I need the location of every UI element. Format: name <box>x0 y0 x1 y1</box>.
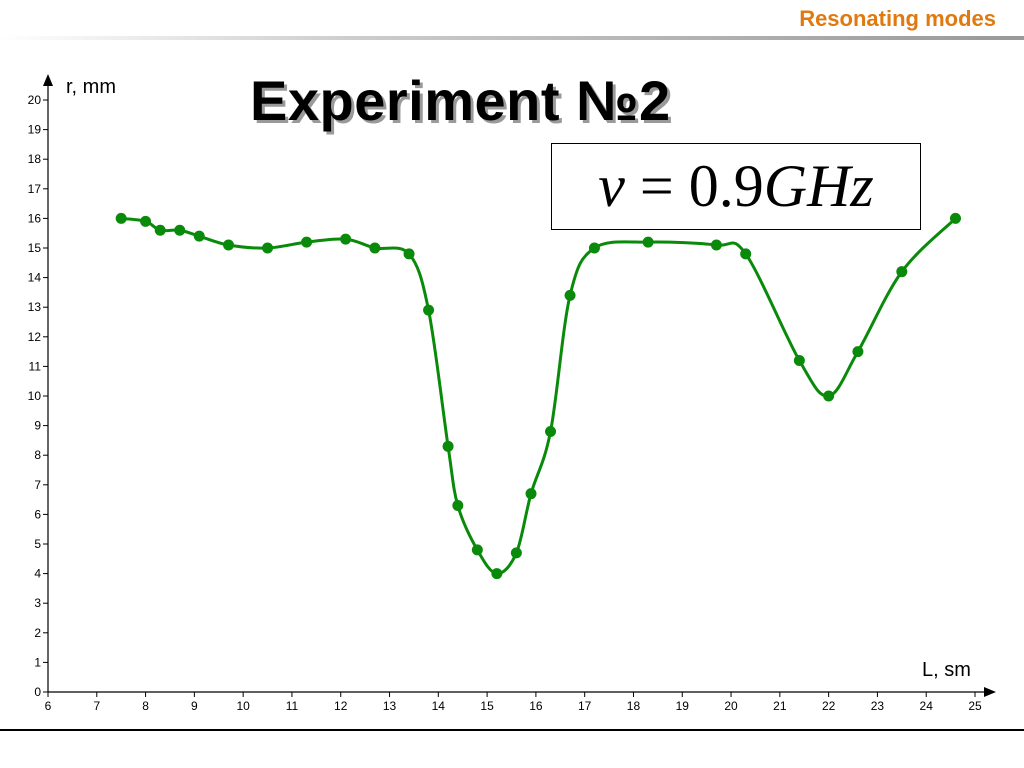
x-axis-arrow-icon <box>984 687 996 697</box>
data-point <box>115 212 127 224</box>
x-tick-label: 10 <box>236 699 250 713</box>
formula-value: 0.9 <box>688 153 764 219</box>
data-point <box>140 215 152 227</box>
y-tick-label: 15 <box>28 241 42 255</box>
data-point <box>442 440 454 452</box>
y-tick-label: 9 <box>34 419 41 433</box>
data-point <box>896 266 908 278</box>
header-divider <box>0 36 1024 40</box>
x-tick-label: 8 <box>142 699 149 713</box>
formula-symbol: ν <box>598 153 625 219</box>
data-point <box>154 224 166 236</box>
y-axis-arrow-icon <box>43 74 53 86</box>
data-point <box>403 248 415 260</box>
x-tick-label: 19 <box>676 699 690 713</box>
data-point <box>588 242 600 254</box>
x-tick-label: 23 <box>871 699 885 713</box>
y-tick-label: 3 <box>34 596 41 610</box>
header-title: Resonating modes <box>799 6 996 31</box>
y-tick-label: 7 <box>34 478 41 492</box>
data-point <box>491 568 503 580</box>
x-tick-label: 17 <box>578 699 592 713</box>
data-point <box>174 224 186 236</box>
y-tick-label: 14 <box>28 271 42 285</box>
data-point <box>949 212 961 224</box>
data-point <box>223 239 235 251</box>
y-tick-label: 20 <box>28 93 42 107</box>
y-axis-label: r, mm <box>66 76 116 98</box>
formula-text: ν = 0.9GHz <box>598 152 874 221</box>
y-tick-label: 11 <box>29 359 42 373</box>
y-tick-label: 12 <box>28 330 42 344</box>
x-tick-label: 20 <box>724 699 738 713</box>
axis-ticks: 6 7 8 9 10 11 12 13 14 15 16 17 18 19 20 21 22 23 24 250123… <box>28 93 982 713</box>
x-tick-label: 14 <box>432 699 446 713</box>
data-point <box>369 242 381 254</box>
footer-divider <box>0 729 1024 731</box>
slide-title: Experiment №2 <box>250 69 671 132</box>
y-tick-label: 5 <box>34 537 41 551</box>
formula-unit: GHz <box>763 153 874 219</box>
data-point <box>564 289 576 301</box>
x-tick-label: 18 <box>627 699 641 713</box>
x-tick-label: 21 <box>773 699 787 713</box>
x-tick-label: 11 <box>286 699 299 713</box>
data-point <box>423 304 435 316</box>
x-tick-label: 12 <box>334 699 348 713</box>
data-point <box>193 230 205 242</box>
y-tick-label: 2 <box>34 626 41 640</box>
y-tick-label: 10 <box>28 389 42 403</box>
y-tick-label: 16 <box>28 211 42 225</box>
x-tick-label: 22 <box>822 699 836 713</box>
axes <box>43 74 996 697</box>
x-tick-label: 15 <box>480 699 494 713</box>
y-tick-label: 18 <box>28 152 42 166</box>
y-tick-label: 4 <box>34 567 41 581</box>
y-tick-label: 1 <box>34 655 41 669</box>
x-tick-label: 9 <box>191 699 198 713</box>
data-point <box>545 426 557 438</box>
x-axis-label: L, sm <box>922 659 971 681</box>
x-tick-label: 6 <box>45 699 52 713</box>
x-tick-label: 13 <box>383 699 397 713</box>
y-tick-label: 8 <box>34 448 41 462</box>
formula-equals: = <box>639 153 674 219</box>
y-tick-label: 0 <box>34 685 41 699</box>
y-tick-label: 17 <box>28 182 42 196</box>
data-point <box>793 354 805 366</box>
data-points <box>115 212 961 580</box>
data-point <box>852 346 864 358</box>
data-point <box>823 390 835 402</box>
data-point <box>710 239 722 251</box>
y-tick-label: 19 <box>28 123 42 137</box>
x-tick-label: 16 <box>529 699 543 713</box>
y-tick-label: 13 <box>28 300 42 314</box>
data-point <box>525 488 537 500</box>
data-point <box>642 236 654 248</box>
x-tick-label: 7 <box>93 699 100 713</box>
x-tick-label: 25 <box>968 699 982 713</box>
data-point <box>510 547 522 559</box>
data-point <box>262 242 274 254</box>
frequency-formula: ν = 0.9GHz <box>551 143 921 230</box>
data-point <box>301 236 313 248</box>
x-tick-label: 24 <box>920 699 934 713</box>
data-point <box>471 544 483 556</box>
data-point <box>452 500 464 512</box>
data-point <box>340 233 352 245</box>
y-tick-label: 6 <box>34 507 41 521</box>
data-point <box>740 248 752 260</box>
